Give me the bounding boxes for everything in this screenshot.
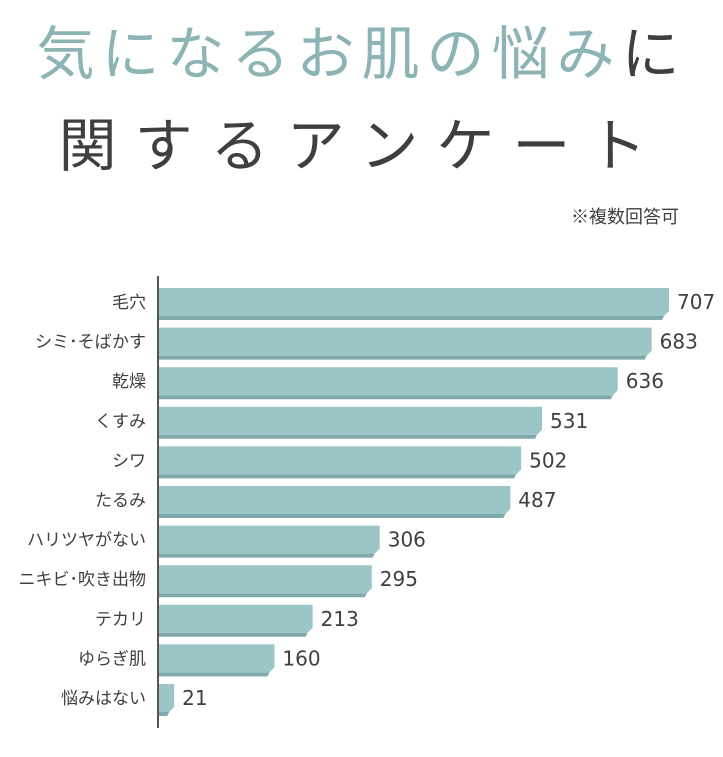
bar-shadow xyxy=(159,474,517,479)
bar xyxy=(159,604,313,633)
bar-shadow xyxy=(159,316,664,320)
value-label: 531 xyxy=(550,409,588,433)
chart-title: 気になるお肌の悩みに 関するアンケート xyxy=(0,14,723,186)
bar xyxy=(159,446,522,475)
category-label: 毛穴 xyxy=(112,293,146,313)
bar-chart: 毛穴 707 シミ･そばかす 683 乾燥 636 くすみ 531 シワ 502 たるみ 487 ハリツ… xyxy=(19,276,715,728)
bar xyxy=(159,327,652,356)
value-label: 636 xyxy=(626,369,664,393)
bar xyxy=(159,486,511,514)
category-label: くすみ xyxy=(95,412,146,432)
category-label: ハリツヤがない xyxy=(27,531,146,551)
bar-shadow xyxy=(159,553,375,558)
bar-shadow xyxy=(159,355,647,360)
value-label: 21 xyxy=(182,686,207,710)
bar-shadow xyxy=(159,434,538,439)
value-label: 213 xyxy=(321,607,359,631)
value-label: 487 xyxy=(518,488,556,512)
category-label: 悩みはない xyxy=(61,689,146,709)
bar-shadow xyxy=(159,514,506,518)
category-label: テカリ xyxy=(95,610,146,630)
title-accent-text: 気になるお肌の悩み xyxy=(36,20,622,88)
multiple-answers-note: ※複数回答可 xyxy=(571,207,679,228)
value-label: 306 xyxy=(388,528,426,552)
category-label: たるみ xyxy=(95,491,146,511)
value-label: 295 xyxy=(380,567,418,591)
bar-shadow xyxy=(159,593,367,598)
bar xyxy=(159,565,372,594)
category-label: ゆらぎ肌 xyxy=(78,649,146,669)
bar xyxy=(159,644,275,673)
bar xyxy=(159,684,175,712)
bar-shadow xyxy=(159,395,613,400)
value-label: 502 xyxy=(529,448,567,472)
value-label: 707 xyxy=(677,290,715,314)
bar xyxy=(159,406,543,435)
bar-shadow xyxy=(159,632,308,637)
bar xyxy=(159,367,618,396)
category-label: シワ xyxy=(112,451,146,471)
bar-shadow xyxy=(159,672,270,677)
category-label: 乾燥 xyxy=(112,372,146,392)
bar-shadow xyxy=(159,712,170,716)
value-label: 683 xyxy=(660,330,698,354)
bar xyxy=(159,525,380,554)
value-label: 160 xyxy=(282,646,320,670)
title-line-1: 気になるお肌の悩みに xyxy=(0,14,723,94)
bar xyxy=(159,288,669,316)
category-label: ニキビ･吹き出物 xyxy=(19,570,147,590)
category-label: シミ･そばかす xyxy=(35,333,146,353)
title-line-2: 関するアンケート xyxy=(58,112,665,180)
title-tail-text: に xyxy=(621,20,687,88)
